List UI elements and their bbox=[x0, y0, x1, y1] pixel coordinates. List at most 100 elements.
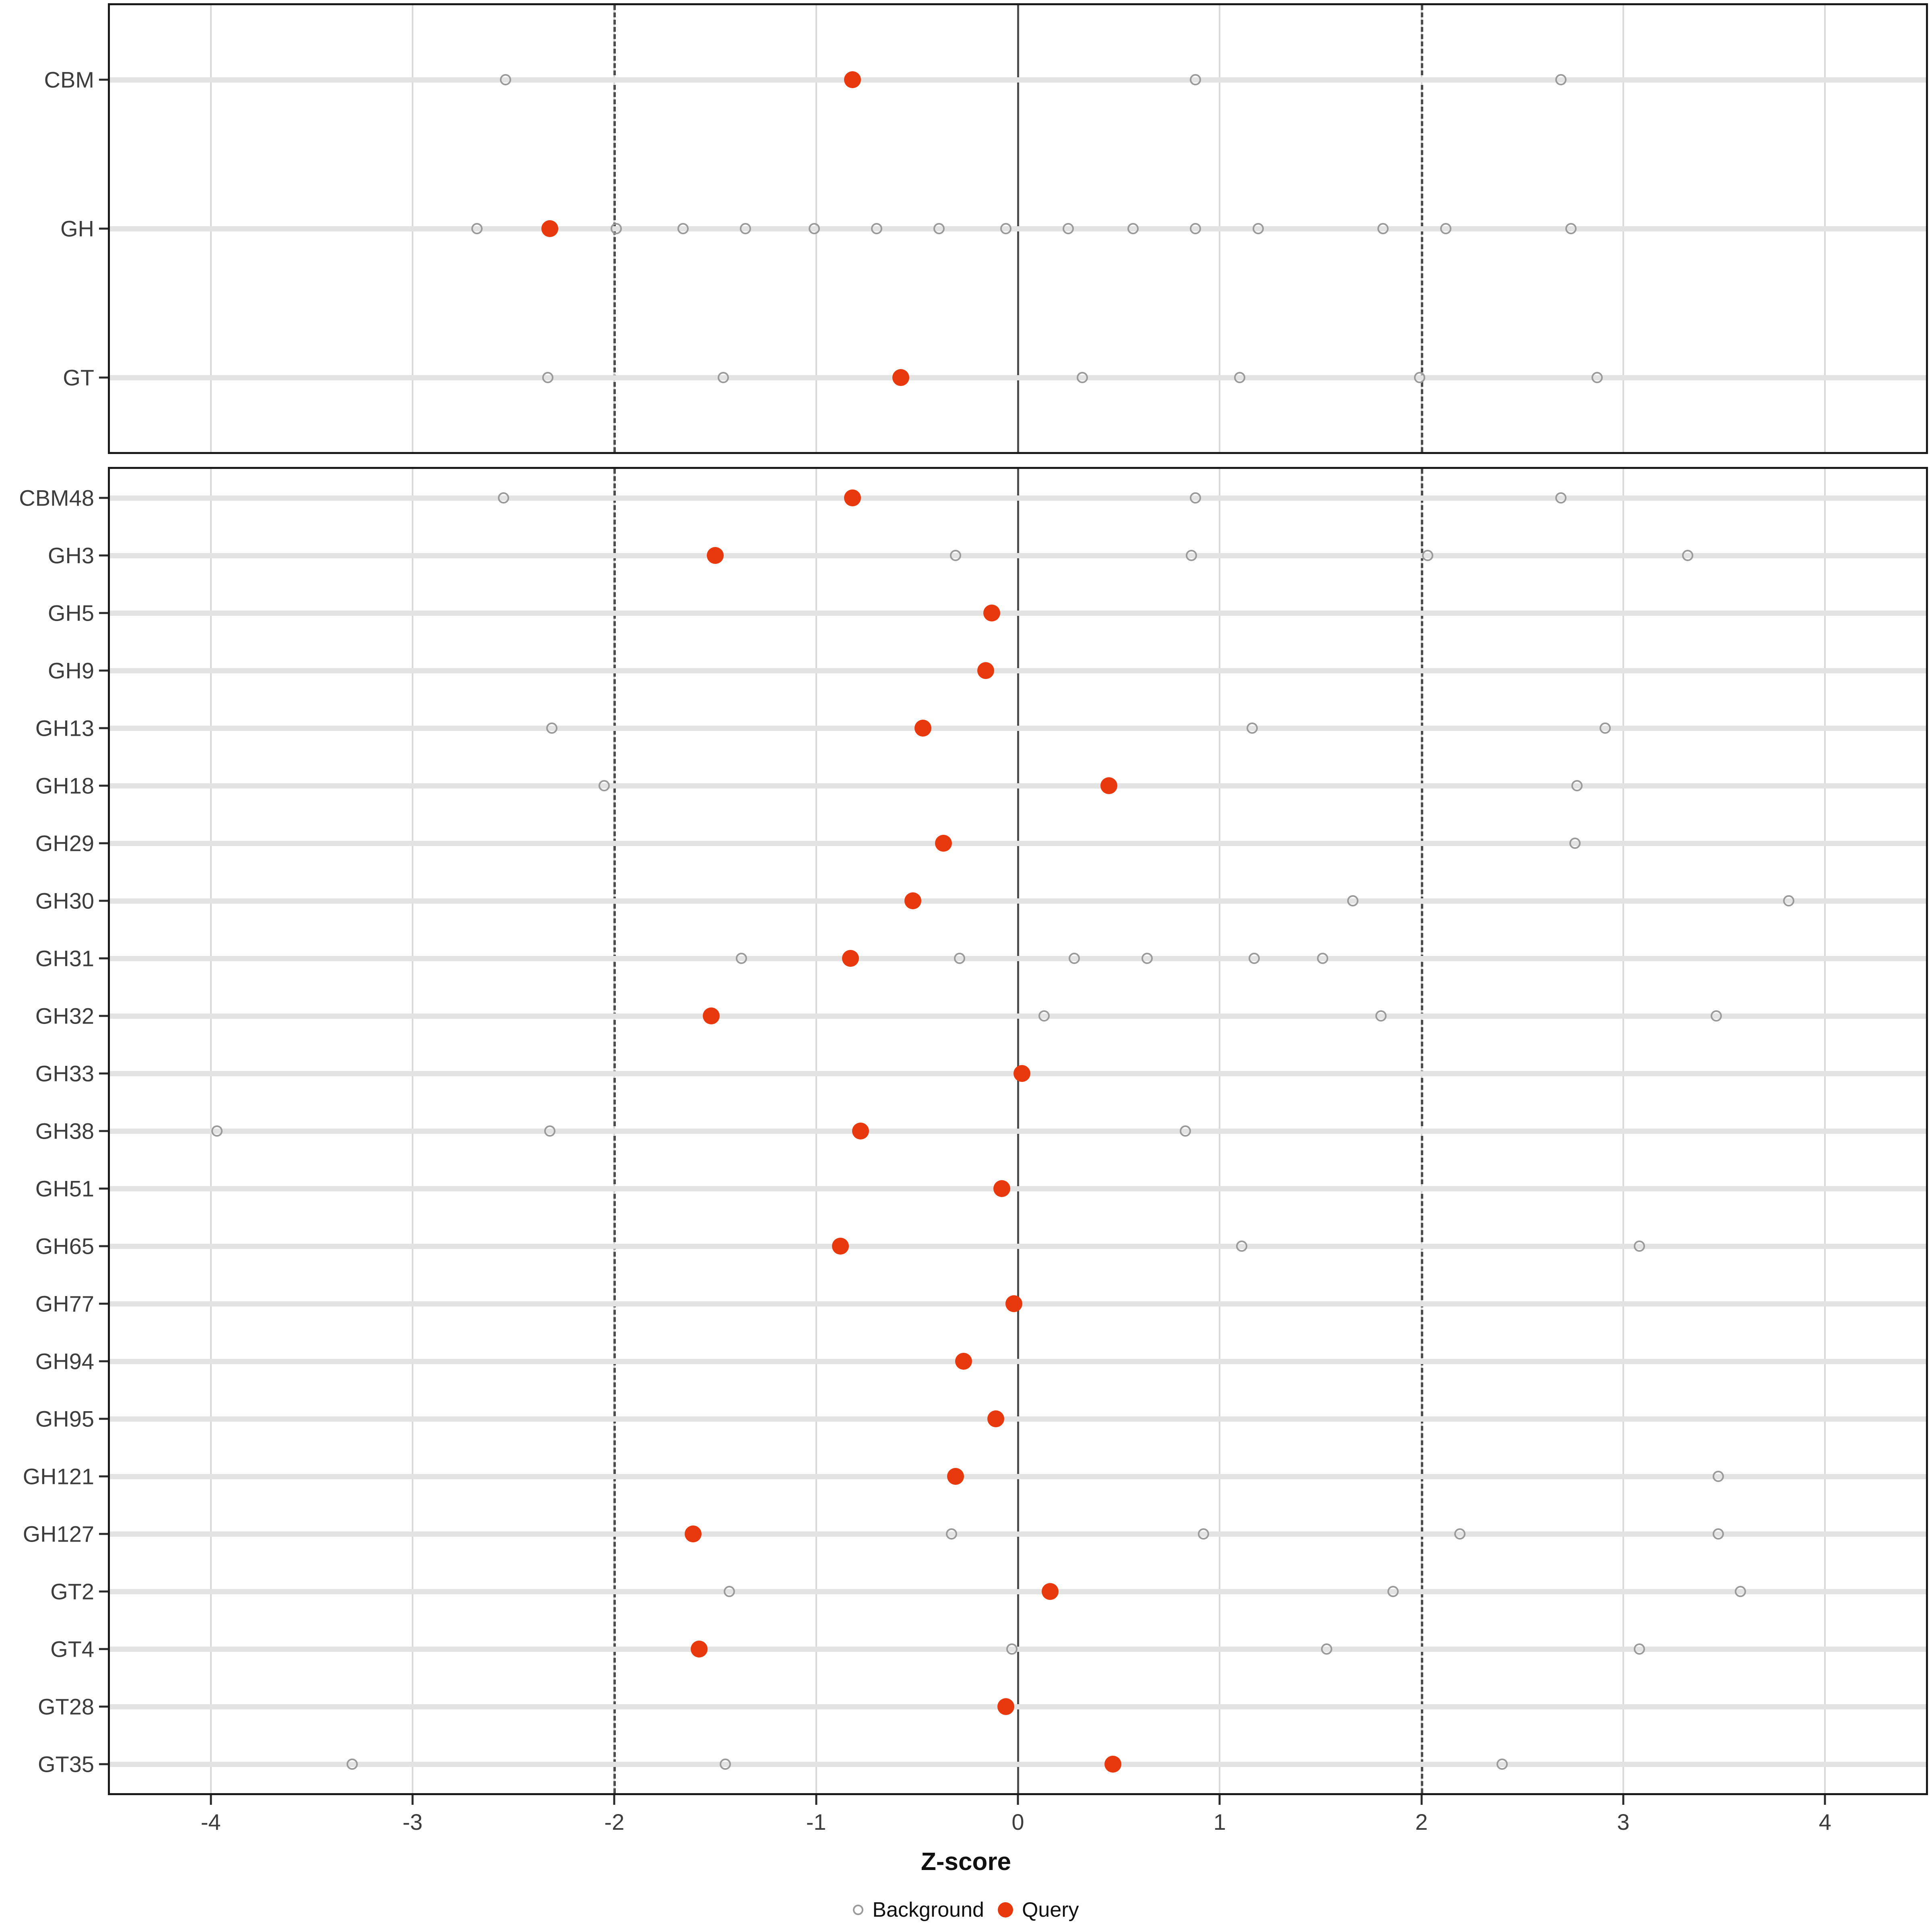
y-axis-label-gh95: GH95 bbox=[35, 1406, 94, 1432]
data-point-background bbox=[1555, 492, 1567, 504]
data-point-background bbox=[500, 74, 511, 85]
gridline-horizontal bbox=[110, 1704, 1926, 1710]
y-axis-label-gh: GH bbox=[60, 216, 94, 242]
data-point-background bbox=[1180, 1125, 1191, 1137]
y-axis-label-gh51: GH51 bbox=[35, 1176, 94, 1201]
data-point-background bbox=[1569, 837, 1581, 849]
data-point-background bbox=[1454, 1528, 1466, 1540]
data-point-background bbox=[720, 1759, 731, 1770]
y-axis-label-gh127: GH127 bbox=[23, 1521, 94, 1547]
x-axis-tick bbox=[1017, 1795, 1019, 1805]
data-point-background bbox=[871, 223, 883, 234]
data-point-background bbox=[1190, 223, 1201, 234]
x-axis-tick bbox=[815, 1795, 817, 1805]
data-point-background bbox=[1571, 780, 1583, 791]
gridline-horizontal bbox=[110, 956, 1926, 961]
data-point-background bbox=[1712, 1471, 1724, 1482]
gridline-horizontal bbox=[110, 1589, 1926, 1595]
y-axis-tick bbox=[99, 1072, 108, 1075]
data-point-background bbox=[1141, 952, 1153, 964]
y-axis-label-gh38: GH38 bbox=[35, 1118, 94, 1144]
y-axis-tick bbox=[99, 1360, 108, 1362]
y-axis-label-gh3: GH3 bbox=[47, 543, 94, 568]
y-axis-tick bbox=[99, 1533, 108, 1535]
data-point-background bbox=[1734, 1586, 1746, 1598]
plot-area-family-level bbox=[110, 469, 1926, 1793]
y-axis-tick bbox=[99, 1130, 108, 1132]
data-point-background bbox=[1006, 1643, 1018, 1655]
y-axis-label-gh29: GH29 bbox=[35, 830, 94, 856]
y-axis-label-gh94: GH94 bbox=[35, 1348, 94, 1374]
y-axis-tick bbox=[99, 1648, 108, 1650]
data-point-background bbox=[611, 223, 622, 234]
y-axis-tick bbox=[99, 376, 108, 379]
gridline-horizontal bbox=[110, 1416, 1926, 1422]
data-point-background bbox=[1236, 1241, 1248, 1252]
legend-marker-background-icon bbox=[853, 1905, 864, 1915]
y-axis-tick bbox=[99, 784, 108, 787]
data-point-background bbox=[1414, 372, 1425, 383]
legend-item: Background bbox=[853, 1898, 984, 1922]
data-point-background bbox=[1440, 223, 1451, 234]
data-point-background bbox=[1599, 722, 1611, 734]
y-axis-tick bbox=[99, 78, 108, 81]
y-axis-label-gh33: GH33 bbox=[35, 1061, 94, 1086]
data-point-background bbox=[718, 372, 729, 383]
data-point-query bbox=[914, 719, 932, 737]
data-point-query bbox=[702, 1007, 720, 1024]
x-axis-tick-label: 1 bbox=[1213, 1809, 1226, 1835]
y-axis-label-gt2: GT2 bbox=[50, 1579, 94, 1604]
gridline-horizontal bbox=[110, 1186, 1926, 1192]
data-point-query bbox=[983, 604, 1000, 621]
legend-item: Query bbox=[997, 1898, 1079, 1922]
data-point-background bbox=[599, 780, 610, 791]
plot-area-class-level bbox=[110, 5, 1926, 452]
y-axis-tick bbox=[99, 900, 108, 902]
data-point-background bbox=[1000, 223, 1011, 234]
x-axis-tick bbox=[1824, 1795, 1826, 1805]
y-axis-label-gt28: GT28 bbox=[37, 1694, 94, 1719]
data-point-background bbox=[211, 1125, 223, 1137]
data-point-query bbox=[904, 892, 922, 909]
gridline-horizontal bbox=[110, 1532, 1926, 1537]
gridline-horizontal bbox=[110, 553, 1926, 558]
data-point-background bbox=[1496, 1759, 1508, 1770]
data-point-background bbox=[346, 1759, 358, 1770]
gridline-horizontal bbox=[110, 898, 1926, 904]
data-point-query bbox=[987, 1410, 1004, 1428]
gridline-horizontal bbox=[110, 1244, 1926, 1249]
gridline-horizontal bbox=[110, 226, 1926, 231]
data-point-background bbox=[945, 1528, 957, 1540]
data-point-background bbox=[736, 952, 747, 964]
x-axis-tick-label: -1 bbox=[806, 1809, 826, 1835]
y-axis-label-gt4: GT4 bbox=[50, 1636, 94, 1662]
y-axis-label-gh30: GH30 bbox=[35, 888, 94, 914]
data-point-background bbox=[1077, 372, 1088, 383]
data-point-background bbox=[1063, 223, 1074, 234]
data-point-background bbox=[1783, 895, 1795, 906]
data-point-background bbox=[1634, 1643, 1645, 1655]
y-axis-label-gh32: GH32 bbox=[35, 1003, 94, 1029]
x-axis-tick-label: 4 bbox=[1818, 1809, 1831, 1835]
y-axis-label-gh9: GH9 bbox=[47, 658, 94, 683]
data-point-background bbox=[949, 549, 961, 561]
data-point-query bbox=[852, 1123, 869, 1139]
data-point-query bbox=[955, 1353, 972, 1370]
data-point-query bbox=[977, 662, 994, 679]
gridline-horizontal bbox=[110, 725, 1926, 731]
legend-marker-query-icon bbox=[997, 1902, 1013, 1918]
y-axis-tick bbox=[99, 1418, 108, 1420]
data-point-background bbox=[1190, 492, 1201, 504]
data-point-background bbox=[1710, 1010, 1722, 1022]
data-point-query bbox=[947, 1468, 964, 1485]
y-axis-label-gh18: GH18 bbox=[35, 773, 94, 799]
data-point-background bbox=[1038, 1010, 1050, 1022]
x-axis-tick-label: -4 bbox=[200, 1809, 221, 1835]
y-axis-label-gh31: GH31 bbox=[35, 945, 94, 971]
legend-label: Query bbox=[1022, 1898, 1079, 1922]
x-axis-tick bbox=[1420, 1795, 1423, 1805]
data-point-background bbox=[1555, 74, 1567, 85]
data-point-background bbox=[1565, 223, 1577, 234]
chart-legend: Background Query bbox=[0, 1898, 1932, 1922]
data-point-query bbox=[842, 949, 859, 967]
